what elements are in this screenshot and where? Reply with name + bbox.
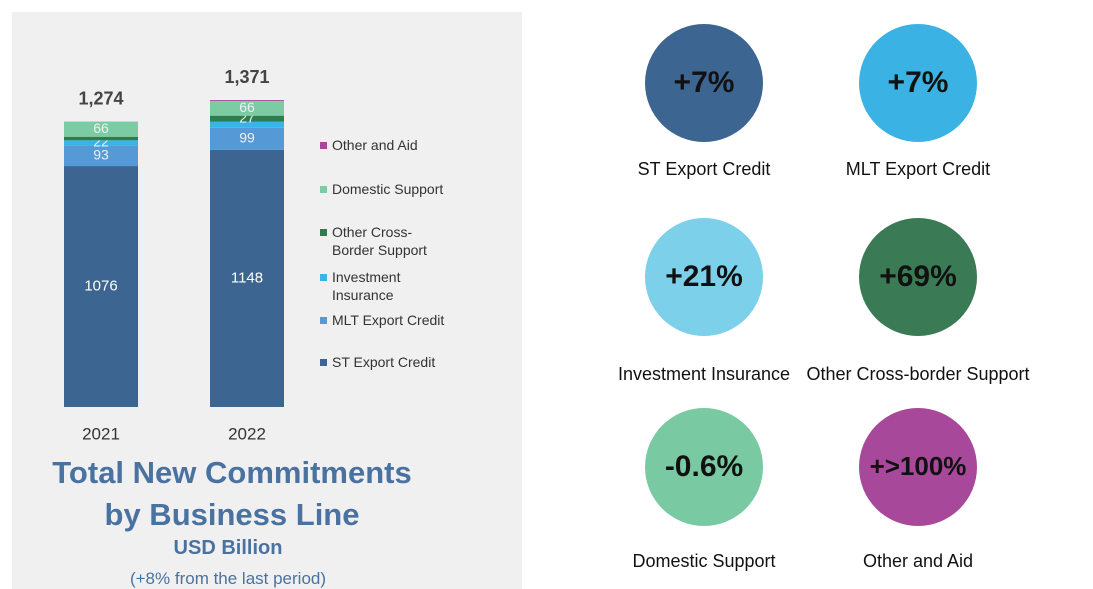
bar-segment xyxy=(210,149,284,407)
growth-label: Investment Insurance xyxy=(618,364,790,384)
growth-circle xyxy=(645,24,763,142)
legend-label: MLT Export Credit xyxy=(332,312,445,328)
bar-segment xyxy=(210,100,284,116)
data-label: 66 xyxy=(93,120,109,136)
growth-value: +>100% xyxy=(870,451,967,481)
growth-value: +69% xyxy=(879,260,957,293)
legend-swatch xyxy=(320,274,327,281)
legend-swatch xyxy=(320,317,327,324)
bar-segment xyxy=(210,115,284,122)
legend-swatch xyxy=(320,186,327,193)
growth-label: MLT Export Credit xyxy=(846,159,990,179)
chart-note: (+8% from the last period) xyxy=(129,569,327,588)
growth-value: +7% xyxy=(674,66,735,99)
x-tick-label: 2021 xyxy=(82,424,120,443)
data-label: 1148 xyxy=(231,269,263,286)
bar-segment xyxy=(64,166,138,407)
legend-swatch xyxy=(320,142,327,149)
growth-label: ST Export Credit xyxy=(638,159,771,179)
growth-circle xyxy=(859,218,977,336)
bar-segment xyxy=(210,121,284,128)
growth-label: Domestic Support xyxy=(632,551,775,571)
legend-swatch xyxy=(320,229,327,236)
growth-circle xyxy=(645,218,763,336)
bar-segment xyxy=(210,100,284,101)
bar-segment xyxy=(210,127,284,150)
growth-value: +7% xyxy=(888,66,949,99)
bar-segment xyxy=(64,145,138,167)
growth-circle xyxy=(859,24,977,142)
bar-segment xyxy=(64,136,138,141)
growth-value: -0.6% xyxy=(665,450,743,483)
data-label: 99 xyxy=(239,130,255,146)
legend-swatch xyxy=(320,359,327,366)
growth-value: +21% xyxy=(665,260,743,293)
data-label: 1076 xyxy=(84,277,117,294)
chart-title: Total New Commitments by Business Line xyxy=(52,455,412,532)
total-label: 1,274 xyxy=(78,88,123,108)
legend-label: Other and Aid xyxy=(332,137,418,153)
x-tick-label: 2022 xyxy=(228,424,266,443)
legend-label: ST Export Credit xyxy=(332,354,436,370)
data-label: 66 xyxy=(239,99,255,115)
bar-segment xyxy=(64,121,138,137)
legend-label: Other Cross-Border Support xyxy=(332,224,427,258)
growth-circle xyxy=(645,408,763,526)
legend-label: Investment Insurance xyxy=(332,269,401,303)
total-label: 1,371 xyxy=(224,67,269,87)
growth-circle xyxy=(859,408,977,526)
legend-label: Domestic Support xyxy=(332,181,444,197)
chart-subtitle: USD Billion xyxy=(173,537,283,559)
growth-label: Other Cross-border Support xyxy=(806,364,1029,384)
bar-segment xyxy=(64,140,138,146)
data-label: 93 xyxy=(93,146,109,162)
growth-label: Other and Aid xyxy=(863,551,973,571)
